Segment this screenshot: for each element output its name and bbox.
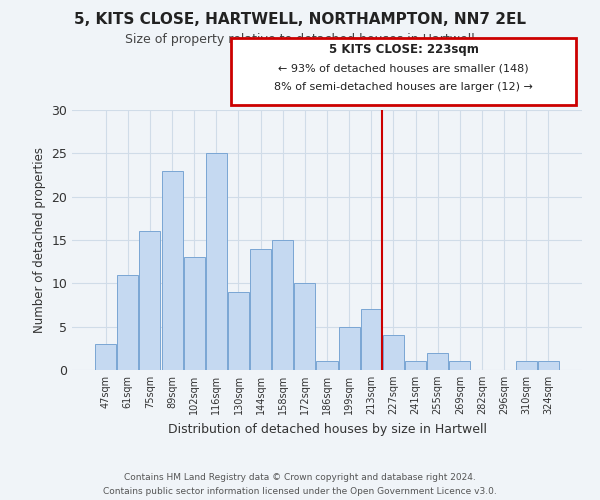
Bar bbox=[538, 362, 559, 370]
Y-axis label: Number of detached properties: Number of detached properties bbox=[33, 147, 46, 333]
X-axis label: Distribution of detached houses by size in Hartwell: Distribution of detached houses by size … bbox=[167, 422, 487, 436]
Text: 5, KITS CLOSE, HARTWELL, NORTHAMPTON, NN7 2EL: 5, KITS CLOSE, HARTWELL, NORTHAMPTON, NN… bbox=[74, 12, 526, 28]
Bar bbox=[361, 310, 382, 370]
Bar bbox=[338, 326, 359, 370]
Text: ← 93% of detached houses are smaller (148): ← 93% of detached houses are smaller (14… bbox=[278, 64, 529, 74]
Bar bbox=[139, 232, 160, 370]
Text: 8% of semi-detached houses are larger (12) →: 8% of semi-detached houses are larger (1… bbox=[274, 82, 533, 92]
Bar bbox=[272, 240, 293, 370]
Bar bbox=[206, 154, 227, 370]
Text: 5 KITS CLOSE: 223sqm: 5 KITS CLOSE: 223sqm bbox=[329, 44, 478, 57]
Bar bbox=[405, 362, 426, 370]
Bar bbox=[161, 170, 182, 370]
Bar bbox=[427, 352, 448, 370]
Bar bbox=[449, 362, 470, 370]
Bar bbox=[383, 336, 404, 370]
Text: Size of property relative to detached houses in Hartwell: Size of property relative to detached ho… bbox=[125, 32, 475, 46]
Bar bbox=[118, 274, 139, 370]
Bar bbox=[316, 362, 338, 370]
Text: Contains HM Land Registry data © Crown copyright and database right 2024.: Contains HM Land Registry data © Crown c… bbox=[124, 472, 476, 482]
Bar bbox=[184, 258, 205, 370]
Bar bbox=[95, 344, 116, 370]
Bar bbox=[515, 362, 536, 370]
Text: Contains public sector information licensed under the Open Government Licence v3: Contains public sector information licen… bbox=[103, 488, 497, 496]
Bar bbox=[250, 248, 271, 370]
Bar bbox=[228, 292, 249, 370]
Bar bbox=[295, 284, 316, 370]
